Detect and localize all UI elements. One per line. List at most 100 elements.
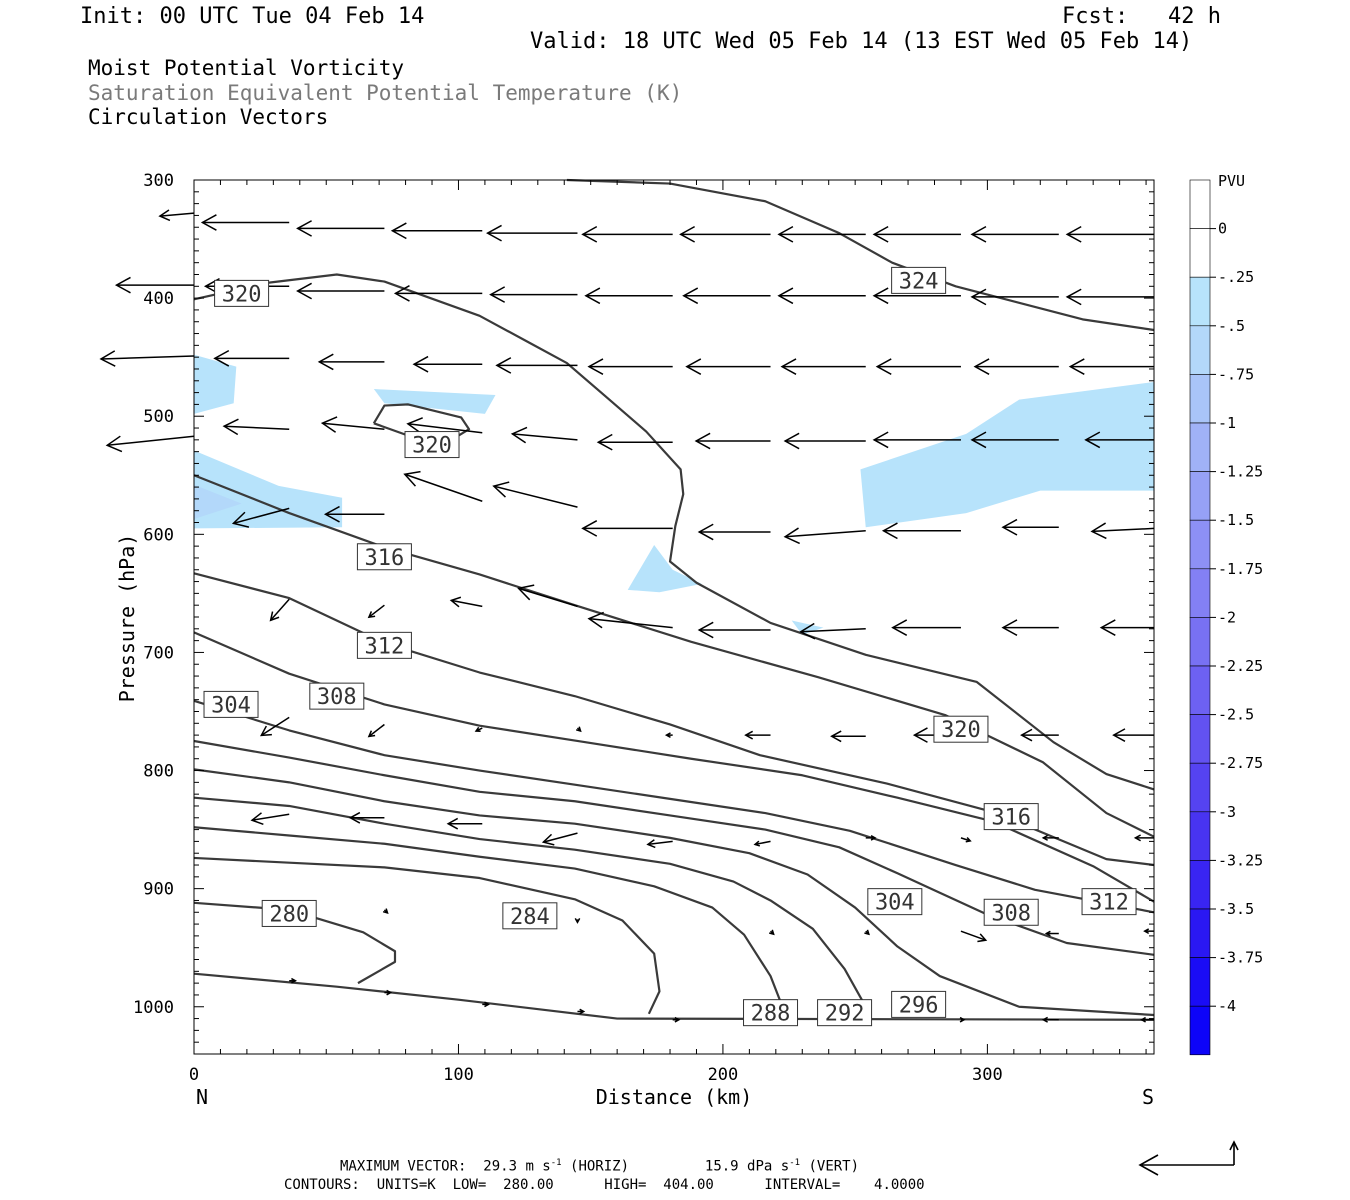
vector-head [492,481,510,498]
vector-shaft [493,485,578,508]
contour-316 [193,474,1155,838]
vector-arrow [384,989,393,996]
vector-head [1065,288,1082,306]
max-horiz-unit: (HORIZ) [570,1158,630,1175]
vector-head [1068,358,1085,375]
vector-arrow [872,431,961,449]
vector-head [891,619,908,636]
y-tick-label: 900 [143,880,174,900]
vector-head [323,505,340,523]
vector-head [231,511,250,528]
vector-arrow [222,418,290,436]
colorbar-label: 0 [1218,220,1227,238]
contour-label: 312 [1081,888,1137,916]
vector-head [510,426,528,444]
pv-region [194,484,242,519]
pv-region [194,354,237,414]
vector-head [1001,518,1018,536]
vector-head [406,417,423,434]
contour-label-box [404,431,460,459]
colorbar-label: -2.75 [1218,754,1263,772]
vector-head [777,225,794,243]
vector-head [1084,431,1101,449]
vector-arrow [259,716,290,737]
colorbar-label: -3.25 [1218,851,1263,869]
colorbar-box [1189,519,1211,570]
y-axis-label: Pressure (hPa) [115,534,139,703]
contour-label: 324 [891,266,947,294]
vector-head [783,432,800,450]
vector-arrow [489,286,578,303]
vector-head [393,285,410,302]
vector-head [977,933,988,943]
vector-head [99,350,116,367]
vector-arrow [664,732,673,738]
colorbar-box [1189,665,1211,715]
vector-shaft [960,930,986,941]
vector-arrow [587,611,673,629]
vector-arrow [446,817,483,830]
vector-shaft [785,530,866,538]
contour-label-text: 312 [365,634,405,659]
pv-region [860,381,1154,528]
vector-head [587,611,605,629]
contour-label-box [356,631,412,659]
vector-shaft [451,599,483,608]
colorbar-box [1189,325,1211,375]
vector-head [412,355,429,373]
colorbar-box [1189,374,1211,424]
vector-head [777,287,794,305]
colorbar-box [1189,617,1211,667]
x-tick-label: 200 [708,1065,739,1085]
vector-arrow [393,285,483,302]
vector-arrow [269,598,290,622]
title-vectors: Circulation Vectors [88,105,329,129]
reference-vector-icon [1138,1140,1239,1176]
vector-shaft [100,355,195,360]
vector-head [1143,928,1150,935]
vector-head [970,431,987,449]
vector-head [694,432,711,450]
max-vert-unit: (VERT) [808,1158,860,1175]
init-time: Init: 00 UTC Tue 04 Feb 14 [80,4,425,29]
colorbar-box [1189,1005,1211,1056]
vector-arrow [486,224,578,242]
vector-head [1001,619,1018,636]
vector-head [200,214,217,231]
vector-head [970,288,987,306]
vector-arrow [367,723,385,738]
contour-label-text: 308 [317,685,357,710]
max-vert-value: 15.9 dPa s [704,1158,790,1175]
contour-label-box [356,543,412,571]
contour-label-text: 320 [412,434,452,459]
colorbar-label: -.25 [1218,268,1254,286]
vector-shaft [368,723,385,738]
vector-arrow [672,1016,681,1023]
contour-label-text: 316 [365,546,405,571]
colorbar-label: -.75 [1218,365,1254,383]
vector-arrow [296,282,385,300]
y-tick-label: 1000 [133,998,174,1018]
forecast-hour: Fcst: 42 h [1062,4,1221,29]
vector-head [970,225,987,243]
axes: 300 400 500 600 700 800 900 1000 0 100 200 300 [133,171,1155,1085]
contour-info: CONTOURS: UNITS=K LOW= 280.00 HIGH= 404.… [284,1177,925,1193]
vector-arrow [1044,930,1059,937]
contour-304 [193,699,1155,914]
vector-arrow [587,358,673,375]
vector-head [222,418,239,436]
vector-arrow [406,417,483,434]
vector-arrow [492,481,578,508]
vector-head [105,435,123,453]
contour-label-box [933,715,989,743]
vector-arrow [289,977,297,984]
vector-head [446,817,459,830]
vector-head [744,730,754,740]
contour-label-text: 312 [1089,891,1129,916]
vector-shaft [960,837,971,842]
vector-arrow [1065,288,1154,306]
vector-head [872,431,889,449]
colorbar-box [1189,860,1211,910]
colorbar-label: -1.25 [1218,463,1263,481]
vector-arrow [403,470,483,502]
